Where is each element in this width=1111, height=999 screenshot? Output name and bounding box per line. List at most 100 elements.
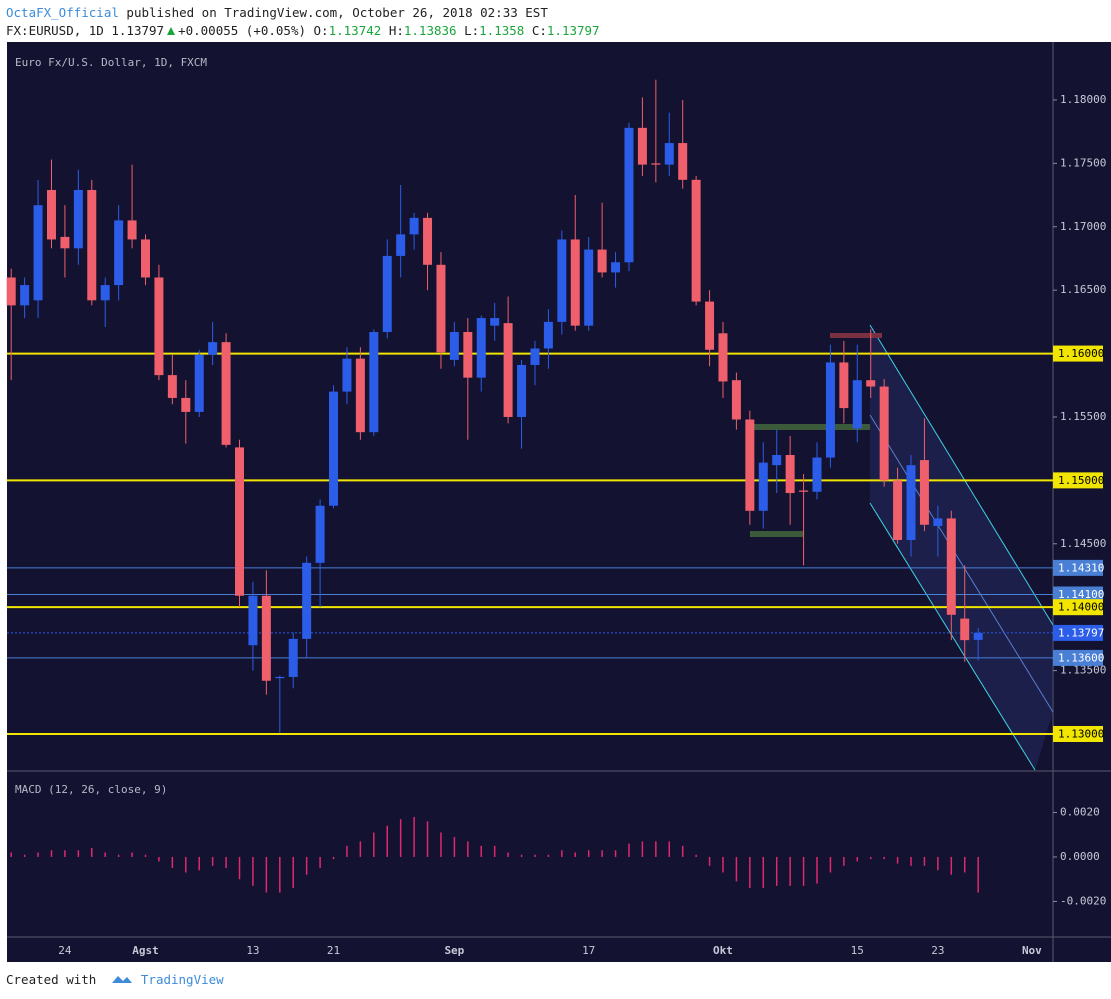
candle-body [611,262,621,273]
candle-body [302,562,312,639]
x-tick-label: 17 [582,944,595,957]
up-arrow [167,27,176,35]
publisher[interactable]: OctaFX_Official [6,5,119,20]
candle-body [705,301,715,350]
logo [112,976,133,983]
candle-body [530,348,540,365]
candle-body [570,239,580,326]
candle-body [194,354,204,412]
header: OctaFX_Official published on TradingView… [6,4,600,40]
candle-body [261,595,271,681]
price-label: 1.16000 [1058,347,1104,360]
price-label: 1.13797 [1058,626,1104,639]
candle-body [288,638,298,677]
price-label-box [1053,725,1103,742]
candle-body [879,386,889,481]
candle-body [476,318,486,378]
channel-fill [870,325,1053,770]
y-tick-label: 1.18000 [1060,93,1106,106]
candle-body [745,419,755,511]
brand[interactable]: TradingView [140,972,224,987]
y-tick-label: 1.17000 [1060,220,1106,233]
candle-body [127,220,137,240]
candle-body [718,333,728,382]
y-tick-label: 0.0020 [1060,805,1100,818]
candle-body [463,332,473,378]
candle-body [758,462,768,511]
candle-body [315,505,325,563]
y-tick-label: 1.15500 [1060,410,1106,423]
price-label-box [1053,586,1103,603]
low-value: 1.1358 [479,23,525,38]
ohlc-label: O: [313,23,329,38]
ohlc-label: H: [388,23,404,38]
x-tick-label: Agst [132,944,159,957]
created-with: Created with [6,972,97,987]
candle-body [906,465,916,540]
candle-body [825,362,835,458]
candle-body [785,455,795,494]
candle-body [731,380,741,420]
price-label-box [1053,345,1103,362]
candle-body [449,332,459,360]
candle-body [933,518,943,527]
candle-body [329,391,339,506]
candle-body [20,285,30,306]
open-value: 1.13742 [328,23,382,38]
candle-body [557,239,567,322]
candle-body [960,618,970,641]
last-price: 1.13797 [111,23,165,38]
candle-body [154,277,164,376]
published: published on TradingView.com, October 26… [126,5,548,20]
candle-body [355,358,365,433]
chart: 1.18000 1.17500 1.17000 1.16500 1.15500 1.145… [6,42,1111,962]
footer: Created with TradingView [6,972,224,987]
candle-body [87,189,97,301]
candle-body [503,323,513,417]
candle-body [637,127,647,165]
candle-body [678,143,688,180]
candle-body [167,375,177,398]
change: +0.00055 (+0.05%) [178,23,306,38]
price-label-box [1053,649,1103,666]
x-tick-label: 15 [851,944,864,957]
candle-body [436,264,446,353]
candle-body [60,236,70,249]
candle-body [73,189,83,249]
candle-body [597,249,607,273]
candle-body [517,364,527,417]
candle-body [973,632,983,640]
price-label: 1.14100 [1058,588,1104,601]
price-label: 1.15000 [1058,474,1104,487]
candle-body [624,127,634,263]
x-tick-label: Okt [713,944,733,957]
x-tick-label: 21 [327,944,340,957]
candle-body [409,217,419,235]
candle-body [772,455,782,466]
price-label: 1.13000 [1058,727,1104,740]
candle-body [839,362,849,409]
price-label: 1.14000 [1058,601,1104,614]
candle-body [919,460,929,525]
candle-body [342,358,352,392]
candle-body [382,255,392,333]
y-tick-label: 1.17500 [1060,156,1106,169]
candle-body [6,277,16,306]
x-tick-label: 24 [58,944,72,957]
y-tick-label: 0.0000 [1060,850,1100,863]
candle-body [100,285,110,301]
macd-title: MACD (12, 26, close, 9) [15,783,167,796]
zone-box [830,333,882,338]
candle-body [946,518,956,615]
x-tick-label: 13 [246,944,259,957]
candle-body [208,342,218,355]
price-label-box [1053,559,1103,576]
candle-body [369,332,379,433]
candle-body [651,163,661,165]
y-tick-label: 1.16500 [1060,283,1106,296]
ohlc-label: C: [531,23,547,38]
zone-box [750,424,870,430]
price-label-box [1053,624,1103,641]
candle-body [799,490,809,492]
